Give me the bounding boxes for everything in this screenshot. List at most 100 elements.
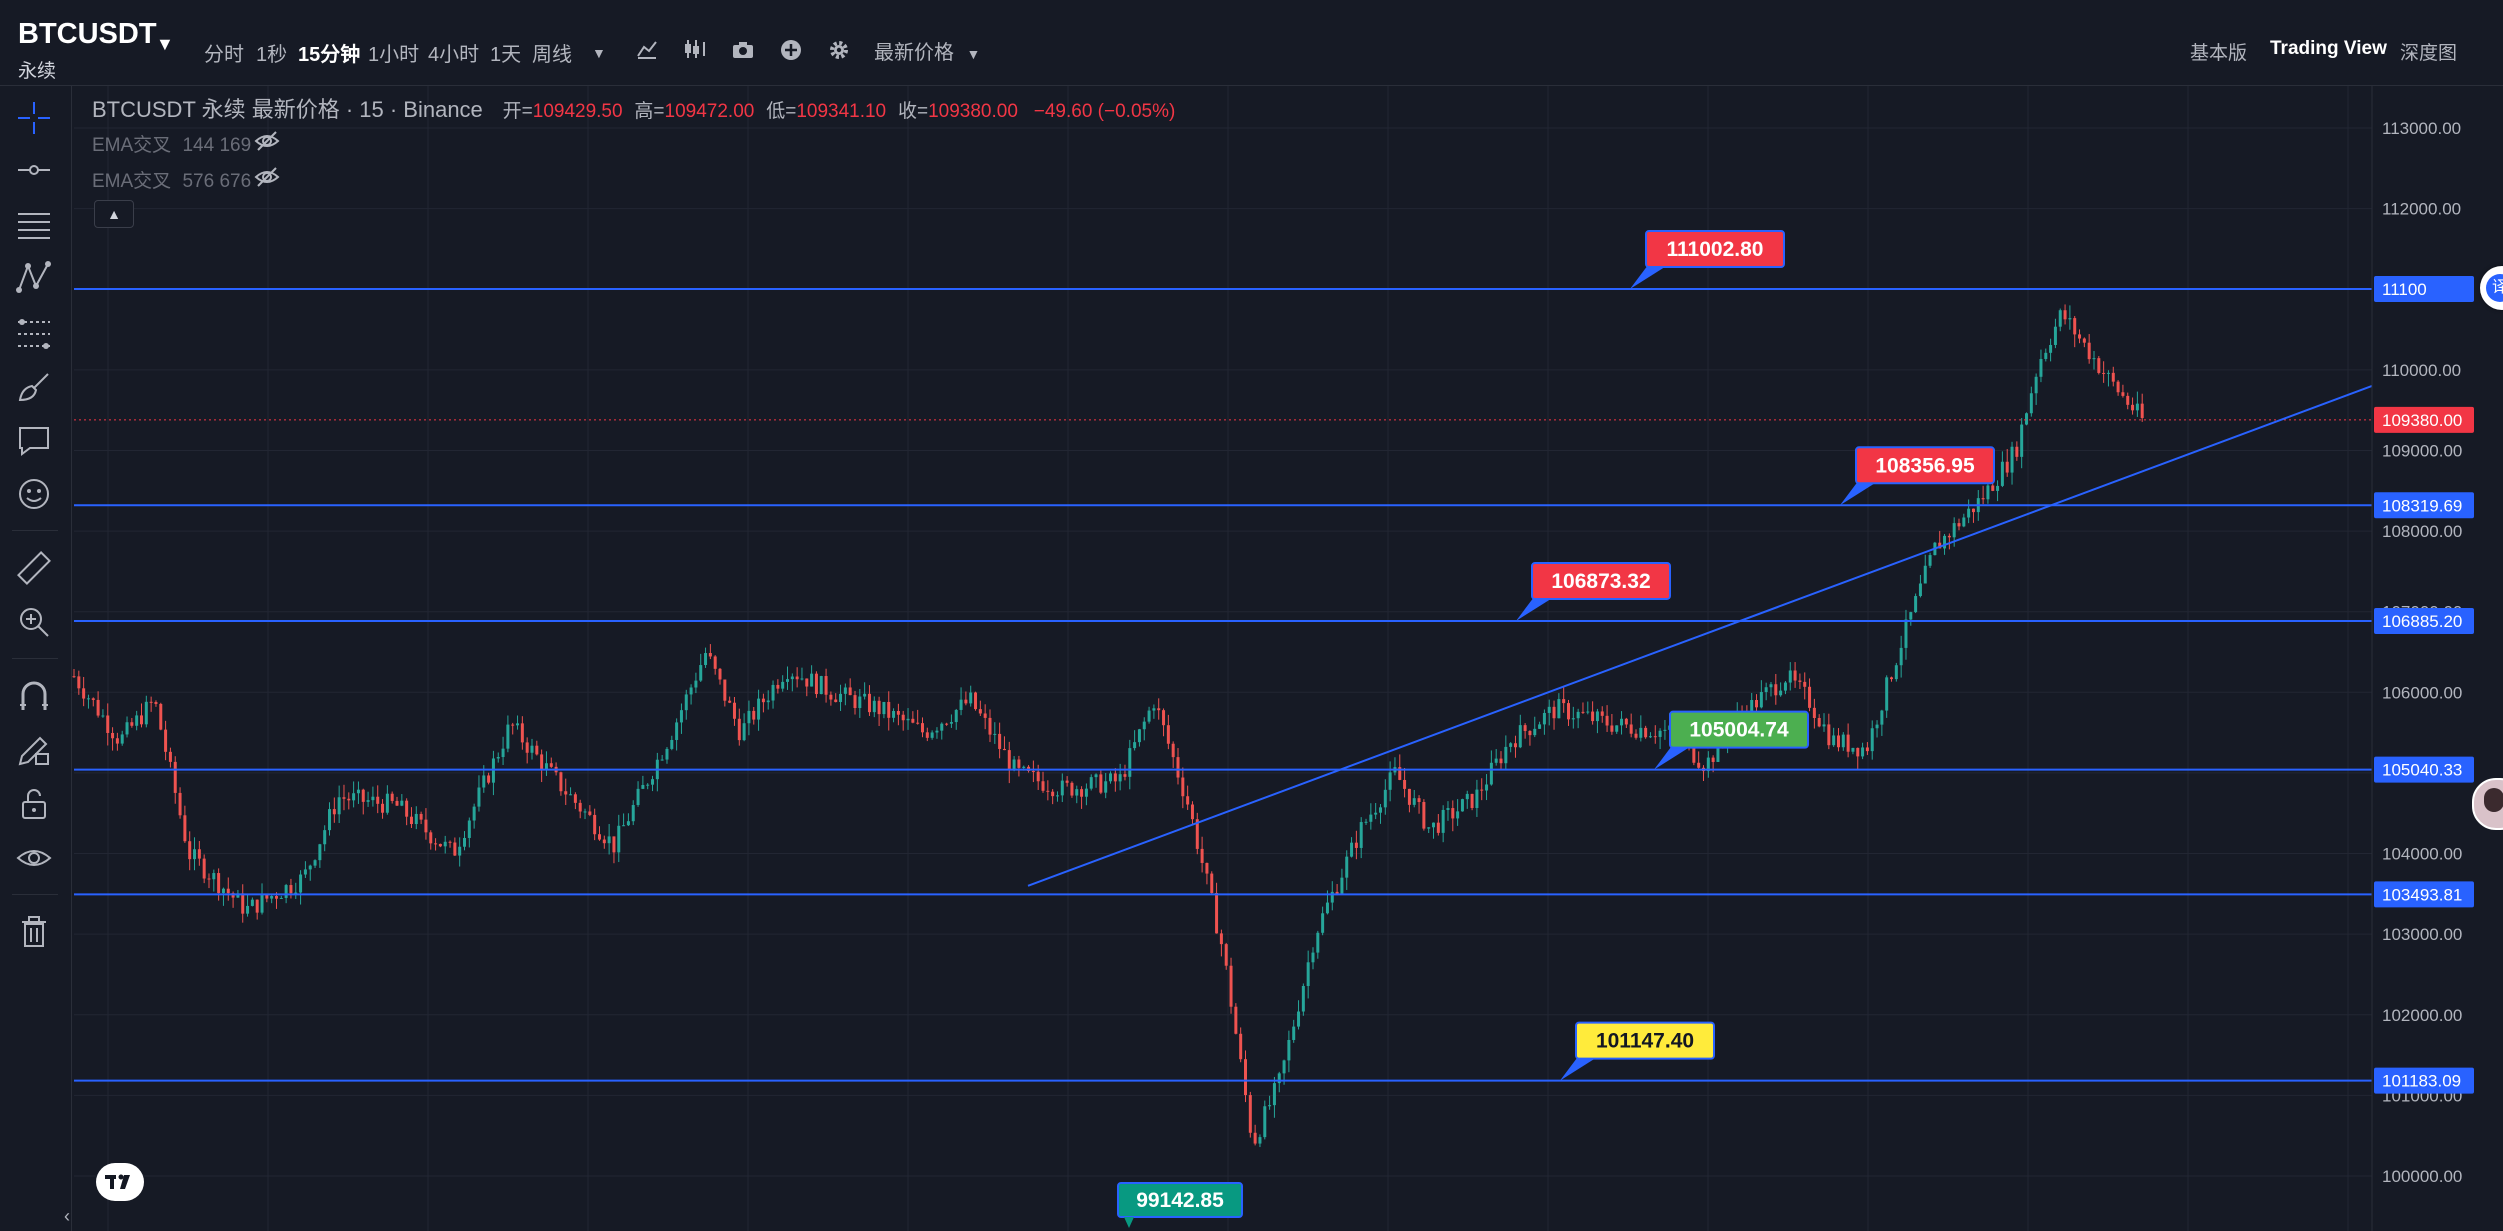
candle-body [877,700,881,715]
interval-0[interactable]: 分时 [204,44,244,66]
zoom-in-icon[interactable] [14,602,54,642]
eye-off-icon[interactable] [254,130,280,152]
candle-style-icon[interactable] [683,38,707,60]
collapse-legend-button[interactable]: ▲ [94,200,134,228]
eye-off-icon[interactable] [254,166,280,188]
candle-body [1624,718,1628,725]
candle-body [1128,748,1132,777]
interval-6[interactable]: 周线 [532,44,572,66]
chart-legend: BTCUSDT 永续 最新价格 · 15 · Binance 开=109429.… [92,92,1175,124]
candle-body [925,732,929,738]
candle-body [1166,725,1170,744]
candle-body [1793,670,1797,681]
candle-body [414,813,418,825]
axis-tick-label: 102000.00 [2382,1006,2462,1025]
indicator-ema-2[interactable]: EMA交叉 576 676 [92,166,251,193]
candle-body [1730,727,1734,741]
candle-body [381,803,385,813]
candle-body [564,791,568,795]
view-depth[interactable]: 深度图 [2400,43,2458,64]
candle-body [453,842,457,856]
candle-body [2068,318,2072,320]
candle-body [2049,344,2053,353]
crosshair-icon[interactable] [14,98,54,138]
candle-body [1489,762,1493,785]
candle-body [872,700,876,713]
legend-low-label: 低= [766,101,797,122]
pattern-icon[interactable] [14,258,54,298]
fib-lines-icon[interactable] [14,204,54,244]
candle-body [352,793,356,801]
candle-body [1176,757,1180,778]
candle-body [998,733,1002,749]
candle-body [2097,358,2101,373]
eye-icon[interactable] [14,838,54,878]
candle-body [1677,732,1681,742]
tradingview-logo[interactable] [96,1163,144,1201]
view-basic[interactable]: 基本版 [2190,43,2248,64]
magnet-icon[interactable] [14,676,54,716]
level-axis-label: 11100 [2382,280,2427,299]
candle-body [1378,807,1382,813]
ruler-icon[interactable] [14,548,54,588]
interval-4[interactable]: 4小时 [428,44,480,66]
candle-body [501,748,505,758]
unlock-icon[interactable] [14,784,54,824]
candle-body [1658,730,1662,737]
brush-icon[interactable] [14,366,54,406]
candle-body [1398,767,1402,780]
interval-3[interactable]: 1小时 [368,44,420,66]
indicator-ema-1[interactable]: EMA交叉 144 169 [92,130,251,157]
candle-body [1432,822,1436,828]
candle-body [1364,821,1368,823]
emoji-icon[interactable] [14,474,54,514]
view-tradingview[interactable]: Trading View [2270,38,2387,59]
candle-body [1894,665,1898,680]
interval-5[interactable]: 1天 [490,44,522,66]
candle-body [120,734,124,744]
candle-body [1142,721,1146,730]
translate-button[interactable]: 译 [2480,266,2503,310]
price-type-select[interactable]: 最新价格 ▼ [874,36,980,65]
text-note-icon[interactable] [14,420,54,460]
candle-body [651,779,655,785]
candle-body [757,698,761,720]
candle-body [1210,873,1214,893]
settings-icon[interactable] [828,39,850,61]
last-price-label: 109380.00 [2382,411,2462,430]
prediction-icon[interactable] [14,312,54,352]
legend-open-label: 开= [502,101,533,122]
candle-body [289,885,293,894]
candle-body [1065,780,1069,783]
candle-body [1542,712,1546,725]
candle-body [607,836,611,844]
candle-body [197,849,201,859]
scroll-left-icon[interactable]: ‹ [64,1206,70,1226]
candle-body [111,732,115,739]
toolbar-divider [12,894,58,895]
avatar[interactable] [2472,778,2503,830]
camera-icon[interactable] [732,40,754,60]
add-icon[interactable] [780,39,802,61]
trash-icon[interactable] [14,912,54,952]
symbol-selector[interactable]: BTCUSDT 永续 ▼ [18,16,178,82]
candle-body [1620,718,1624,726]
tag-pointer [1630,265,1668,290]
candle-body [313,860,317,866]
candle-body [1031,770,1035,772]
candle-body [974,692,978,710]
candle-body [347,798,351,801]
candle-body [1268,1105,1272,1107]
interval-1[interactable]: 1秒 [256,44,288,66]
indicator-icon[interactable] [636,38,658,60]
candle-body [911,718,915,723]
candle-body [1851,747,1855,752]
interval-2[interactable]: 15分钟 [298,44,361,66]
interval-more-icon[interactable]: ▼ [592,45,606,61]
candle-body [1422,802,1426,829]
candle-body [896,711,900,715]
toolbar-divider [12,658,58,659]
horizontal-ray-icon[interactable] [14,150,54,190]
lock-drawing-pencil-icon[interactable] [14,730,54,770]
